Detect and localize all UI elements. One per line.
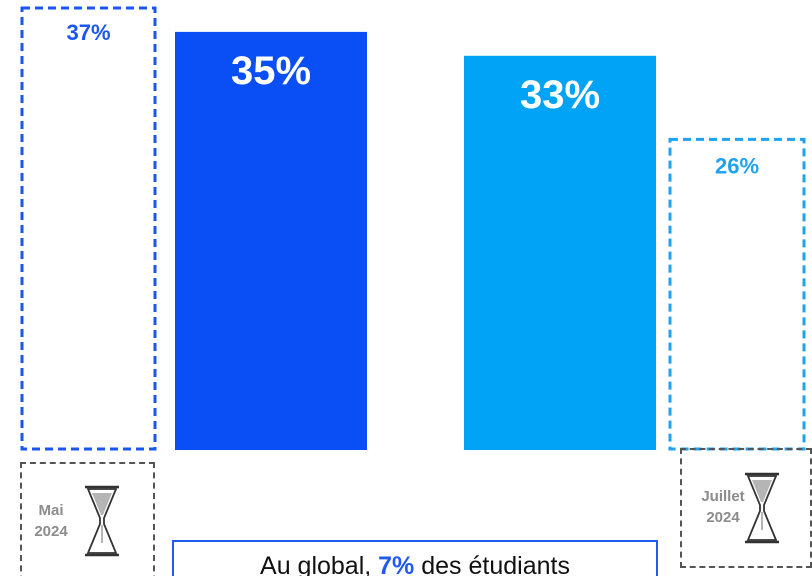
period-label-july: Juillet 2024 [688,486,758,528]
period-label-may-month: Mai [38,502,64,519]
value-labels-layer: 37% 35% 33% 26% [66,20,759,178]
summary-highlight: 7% [378,552,415,576]
period-box-july [680,448,812,568]
period-label-may: Mai 2024 [24,500,78,542]
bar-value-label-0: 37% [66,20,110,45]
bar-value-label-1: 35% [231,49,311,93]
summary-box: Au global, 7% des étudiants [172,540,658,576]
summary-text: Au global, 7% des étudiants [174,552,656,576]
summary-suffix: des étudiants [414,552,570,576]
summary-prefix: Au global, [260,552,379,576]
period-box-may [20,462,155,576]
bar-0 [20,6,157,451]
bars-layer [20,6,806,451]
bar-1 [175,31,367,450]
bar-3 [668,137,806,451]
bar-2 [464,55,656,450]
period-label-july-month: Juillet [701,488,745,505]
period-label-july-year: 2024 [706,509,740,526]
hourglass-icon [745,472,779,544]
bar-value-label-2: 33% [520,73,600,117]
hourglass-icon [85,485,119,557]
bar-value-label-3: 26% [715,153,759,178]
period-label-may-year: 2024 [34,523,68,540]
